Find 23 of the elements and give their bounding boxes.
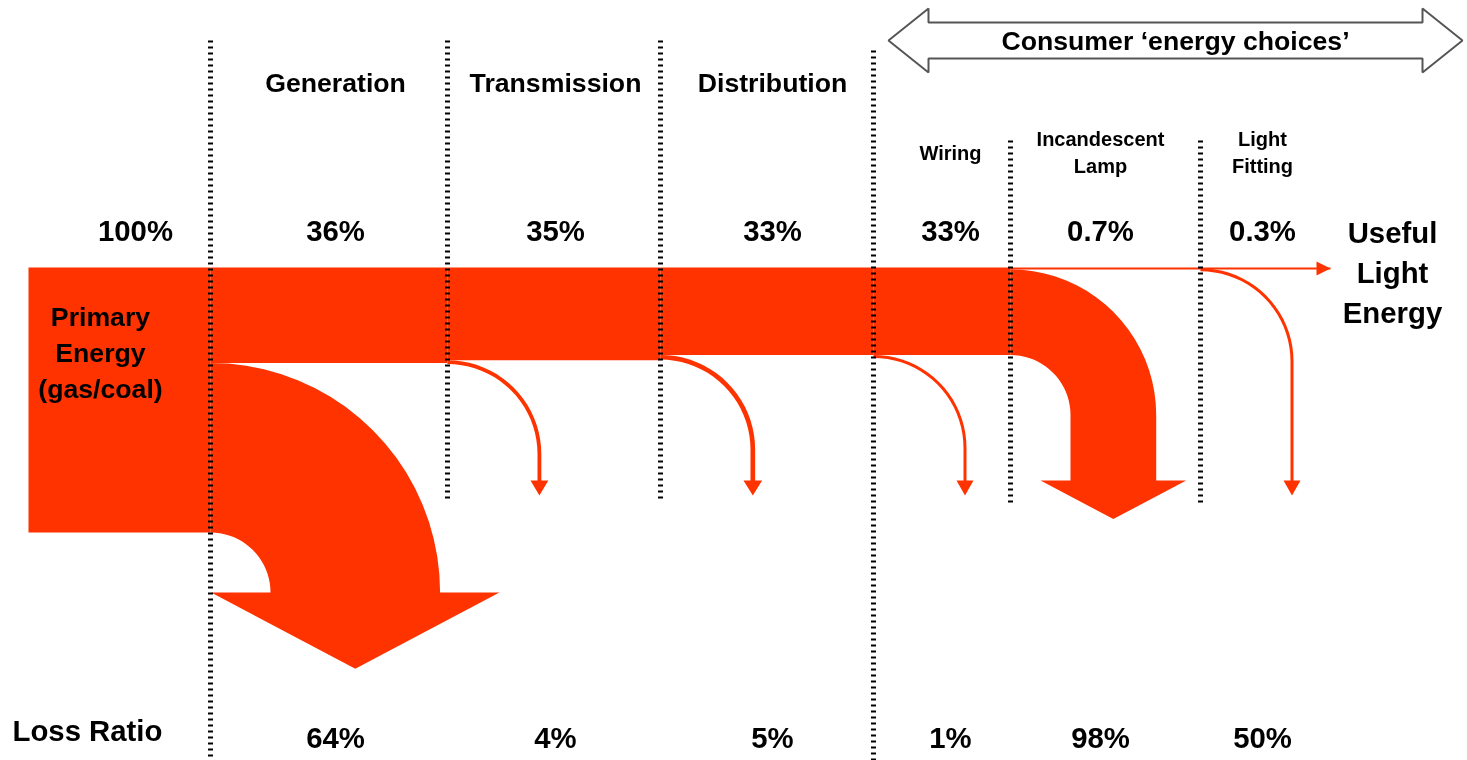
category-label: Primary Energy (gas/coal) (38, 301, 163, 404)
category-label: Incandescent Lamp (1036, 128, 1165, 177)
category-label: Transmission (469, 67, 642, 98)
data-label: 1% (929, 721, 972, 754)
category-label: Distribution (697, 67, 848, 98)
data-label: 33% (921, 214, 980, 247)
data-label: 100% (97, 214, 174, 247)
category-label: Generation (265, 67, 406, 98)
text: Consumer ‘energy choices’ (1001, 25, 1350, 56)
data-label: 64% (306, 721, 365, 754)
data-label: 50% (1233, 721, 1292, 754)
data-label: 0.3% (1229, 214, 1296, 247)
data-label: 33% (743, 214, 802, 247)
category-label: Light Fitting (1231, 128, 1294, 177)
data-label: 35% (526, 214, 585, 247)
data-label: 5% (751, 721, 794, 754)
data-label: 4% (534, 721, 577, 754)
data-label: 98% (1071, 721, 1130, 754)
text: Useful Light Energy (1342, 216, 1443, 329)
text: Loss Ratio (12, 714, 163, 747)
data-label: 36% (306, 214, 365, 247)
category-label: Wiring (919, 141, 982, 164)
data-label: 0.7% (1067, 214, 1134, 247)
